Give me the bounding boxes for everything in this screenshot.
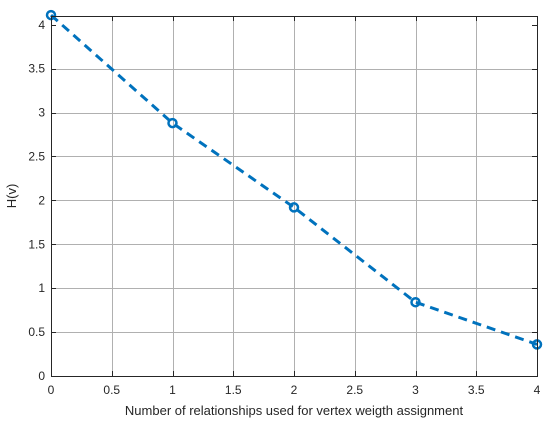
series-line	[50, 13, 538, 346]
x-tick-label: 0	[48, 383, 55, 397]
y-tick-label: 3	[38, 106, 45, 120]
y-tick-label: 1.5	[28, 237, 45, 251]
x-tick-label: 1.5	[225, 383, 242, 397]
y-tick-label: 0	[38, 369, 45, 383]
tick-layer: 0 0.5 1 1.5 2 2.5 3 3.5 4 0 0.5 1 1.5 2 2.5 3 3.5 4	[28, 16, 541, 397]
x-tick-label: 1	[169, 383, 176, 397]
y-tick-label: 4	[38, 18, 45, 32]
x-tick-label: 3	[412, 383, 419, 397]
y-tick-label: 3.5	[28, 62, 45, 76]
x-tick-label: 4	[534, 383, 541, 397]
y-tick-label: 2.5	[28, 149, 45, 163]
y-tick-label: 1	[38, 281, 45, 295]
y-tick-label: 0.5	[28, 325, 45, 339]
x-tick-label: 0.5	[103, 383, 120, 397]
x-tick-label: 2	[291, 383, 298, 397]
grid-lines	[51, 16, 537, 376]
x-tick-label: 2.5	[346, 383, 363, 397]
x-axis-label: Number of relationships used for vertex …	[125, 403, 464, 418]
x-tick-label: 3.5	[468, 383, 485, 397]
y-axis-label: H(v)	[4, 184, 19, 209]
data-point-marker	[288, 202, 300, 213]
y-tick-label: 2	[38, 193, 45, 207]
data-point-marker	[410, 296, 421, 308]
data-point-marker	[167, 117, 178, 129]
